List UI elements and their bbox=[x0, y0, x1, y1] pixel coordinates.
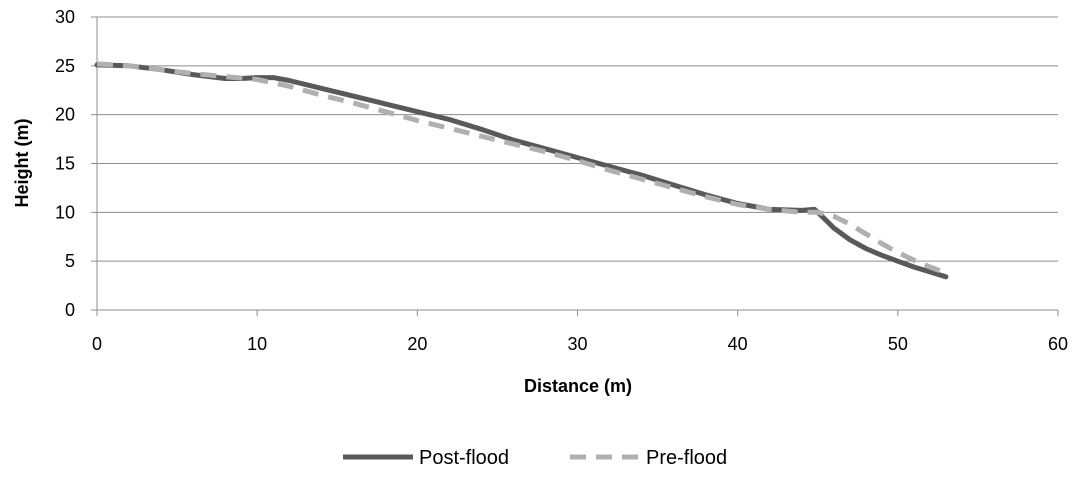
series-lines bbox=[94, 61, 949, 280]
gridlines bbox=[97, 16, 1058, 311]
x-tick-label-20: 20 bbox=[407, 334, 427, 354]
y-axis-title: Height (m) bbox=[12, 119, 32, 208]
legend: Post-flood Pre-flood bbox=[343, 447, 727, 469]
y-tick-label-0: 0 bbox=[65, 300, 75, 320]
x-tick-label-50: 50 bbox=[888, 334, 908, 354]
legend-label-post-flood: Post-flood bbox=[419, 447, 509, 469]
x-tick-label-60: 60 bbox=[1048, 334, 1068, 354]
series-line-post-flood bbox=[94, 62, 949, 280]
y-tick-label-10: 10 bbox=[55, 202, 75, 222]
y-tick-labels: 0 5 10 15 20 25 30 bbox=[55, 7, 75, 320]
x-tick-label-0: 0 bbox=[92, 334, 102, 354]
legend-label-pre-flood: Pre-flood bbox=[646, 447, 727, 469]
y-tick-label-25: 25 bbox=[55, 56, 75, 76]
x-tick-label-40: 40 bbox=[728, 334, 748, 354]
x-tick-labels: 0 10 20 30 40 50 60 bbox=[92, 334, 1068, 354]
x-tick-label-10: 10 bbox=[247, 334, 267, 354]
y-tick-label-15: 15 bbox=[55, 154, 75, 174]
y-tick-label-5: 5 bbox=[65, 251, 75, 271]
axes bbox=[91, 16, 1059, 316]
series-line-pre-flood bbox=[96, 61, 947, 276]
y-tick-label-30: 30 bbox=[55, 7, 75, 27]
x-tick-label-30: 30 bbox=[567, 334, 587, 354]
x-axis-title: Distance (m) bbox=[524, 376, 632, 396]
y-tick-label-20: 20 bbox=[55, 105, 75, 125]
